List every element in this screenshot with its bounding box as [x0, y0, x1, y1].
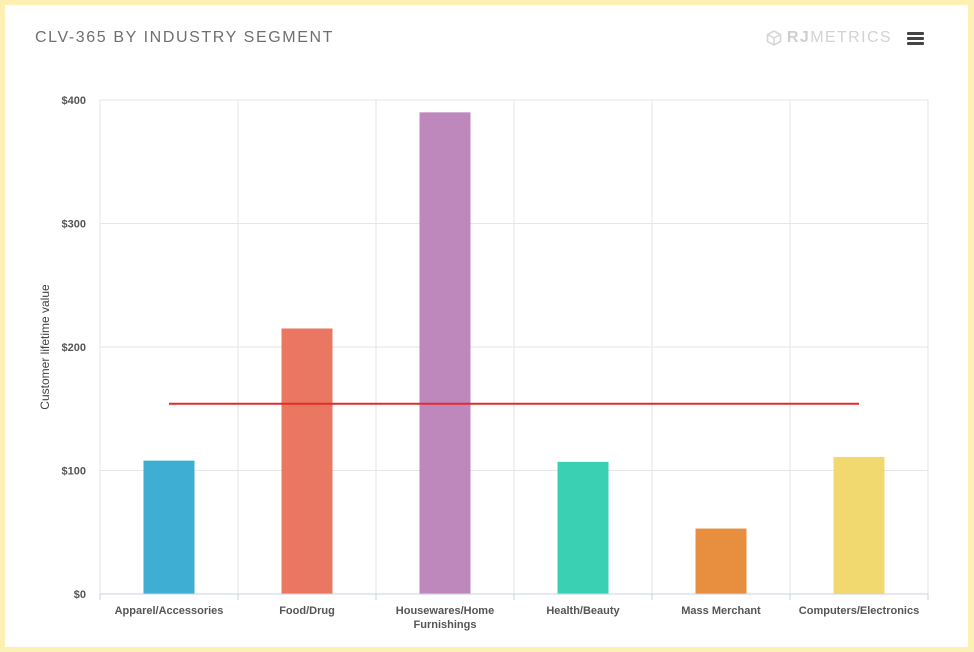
x-tick-label: Food/Drug — [279, 605, 335, 617]
x-tick-label: Housewares/Home Furnishings — [396, 605, 494, 631]
y-tick-label: $200 — [62, 342, 86, 354]
bar-4 — [695, 528, 747, 594]
x-tick-label: Mass Merchant — [681, 605, 761, 617]
chart-title: CLV-365 BY INDUSTRY SEGMENT — [35, 29, 334, 46]
x-tick-label: Computers/Electronics — [799, 605, 919, 617]
bar-3 — [557, 461, 609, 594]
y-tick-label: $400 — [62, 95, 86, 107]
y-tick-label: $0 — [74, 589, 86, 601]
y-tick-label: $300 — [62, 219, 86, 231]
brand-logo: RJMETRICS — [766, 29, 892, 47]
bar-5 — [833, 456, 885, 594]
bar-2 — [419, 112, 471, 594]
y-tick-label: $100 — [62, 466, 86, 478]
brand-text-bold: RJ — [786, 29, 811, 46]
x-tick-label: Apparel/Accessories — [115, 605, 224, 617]
bar-1 — [281, 328, 333, 594]
brand-text-light: METRICS — [810, 29, 892, 46]
hamburger-menu-icon[interactable] — [907, 32, 924, 45]
x-tick-label: Health/Beauty — [546, 605, 620, 617]
bar-0 — [143, 460, 195, 594]
y-axis-title: Customer lifetime value — [38, 284, 52, 410]
cube-logo-icon — [766, 30, 782, 46]
